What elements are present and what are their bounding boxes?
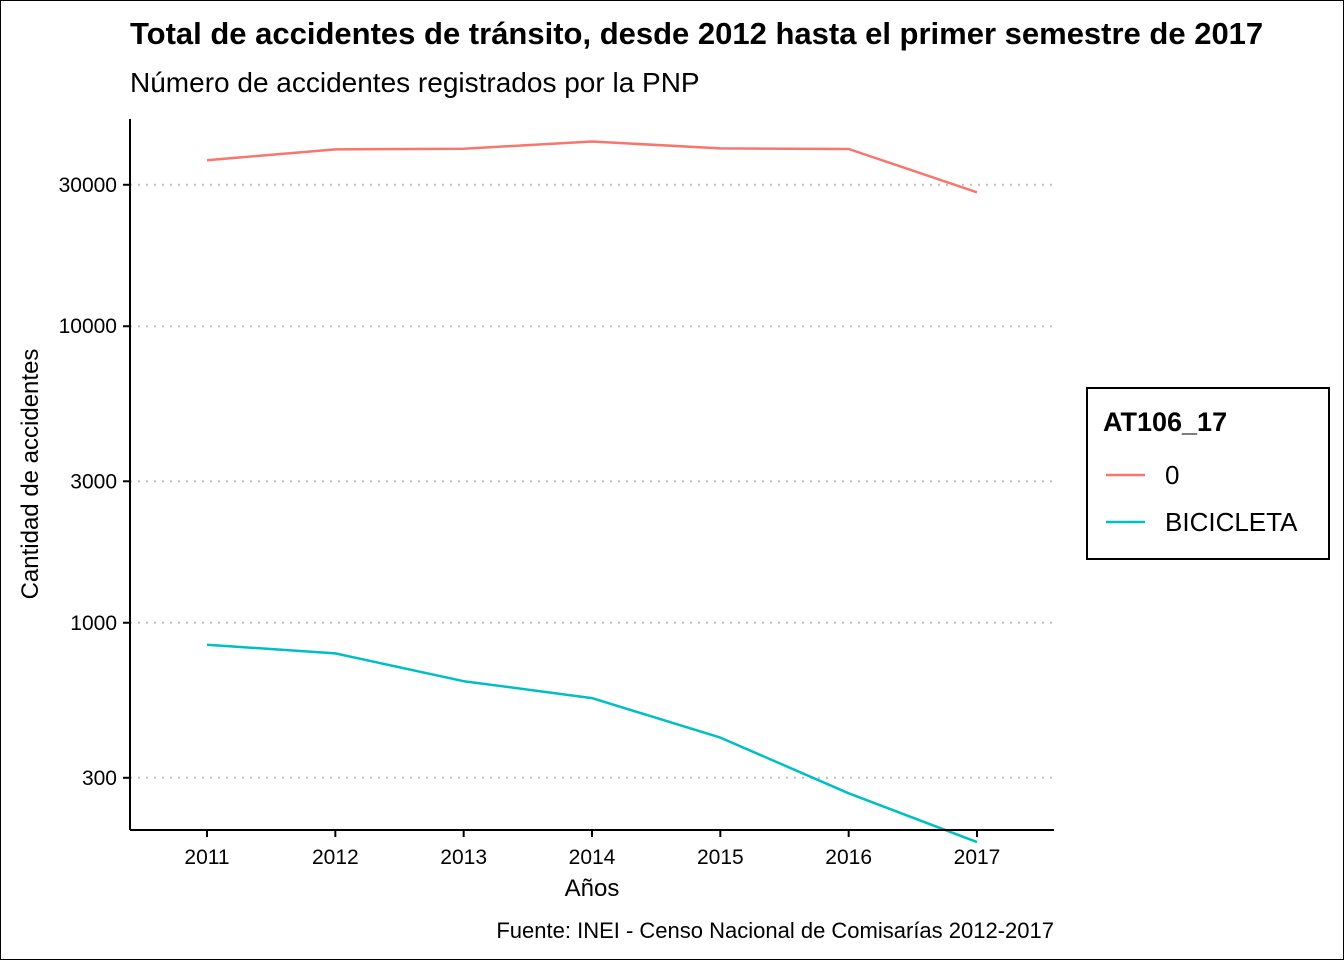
x-tick-label: 2012 <box>312 846 359 869</box>
y-tick-label: 30000 <box>59 174 117 197</box>
y-axis-ticks: 300 1000 3000 10000 30000 <box>59 174 130 790</box>
series-layer <box>206 140 978 844</box>
legend: AT106_17 0 BICICLETA <box>1086 387 1330 560</box>
y-tick-label: 300 <box>82 767 117 790</box>
chart-subtitle: Número de accidentes registrados por la … <box>130 67 700 98</box>
y-axis-label: Cantidad de accidentes <box>17 349 44 600</box>
legend-label: BICICLETA <box>1165 507 1298 537</box>
y-tick-label: 1000 <box>70 612 117 635</box>
x-tick-label: 2014 <box>569 846 616 869</box>
legend-label: 0 <box>1165 460 1179 490</box>
chart-title: Total de accidentes de tránsito, desde 2… <box>130 16 1263 51</box>
x-axis-ticks: 2011 2012 2013 2014 2015 2016 2017 <box>184 830 1000 869</box>
x-tick-label: 2017 <box>954 846 1001 869</box>
x-tick-label: 2015 <box>697 846 744 869</box>
series-line-bicicleta <box>206 643 978 844</box>
x-axis-label: Años <box>565 875 620 902</box>
legend-title: AT106_17 <box>1103 407 1227 437</box>
y-tick-label: 10000 <box>59 315 117 338</box>
x-tick-label: 2013 <box>440 846 487 869</box>
grid-lines <box>130 183 1054 779</box>
x-tick-label: 2011 <box>184 846 229 869</box>
legend-items: 0 BICICLETA <box>1106 460 1298 537</box>
y-tick-label: 3000 <box>70 470 117 493</box>
legend-box <box>1086 387 1330 560</box>
chart-caption: Fuente: INEI - Censo Nacional de Comisar… <box>496 918 1054 943</box>
x-tick-label: 2016 <box>825 846 872 869</box>
series-line-0 <box>206 140 978 194</box>
